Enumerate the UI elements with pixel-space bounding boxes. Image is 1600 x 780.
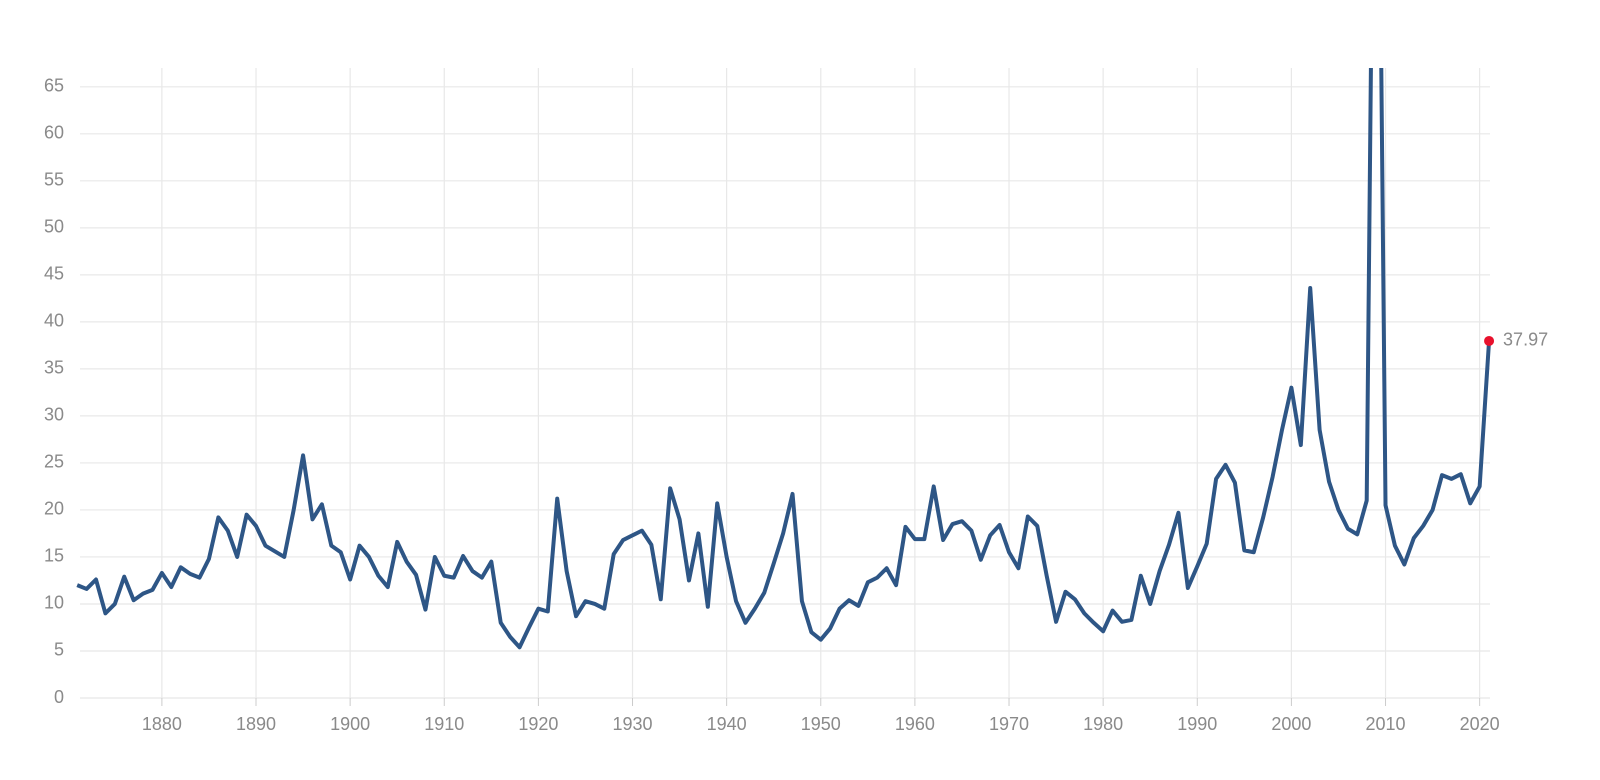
y-tick-label: 20	[44, 499, 64, 519]
line-series	[76, 68, 1492, 650]
y-tick-label: 65	[44, 76, 64, 96]
y-tick-label: 35	[44, 358, 64, 378]
x-tick-label: 1930	[612, 714, 652, 734]
y-tick-label: 10	[44, 593, 64, 613]
y-tick-label: 55	[44, 170, 64, 190]
y-tick-label: 60	[44, 123, 64, 143]
last-point	[1484, 335, 1495, 346]
x-tick-label: 2000	[1271, 714, 1311, 734]
y-tick-label: 0	[54, 687, 64, 707]
x-tick-label: 1880	[142, 714, 182, 734]
x-tick-label: 1980	[1083, 714, 1123, 734]
last-value-label: 37.97	[1503, 330, 1548, 350]
y-tick-label: 5	[54, 640, 64, 660]
x-tick-label: 1970	[989, 714, 1029, 734]
x-tick-label: 1920	[518, 714, 558, 734]
x-tick-label: 1890	[236, 714, 276, 734]
x-tick-label: 2010	[1365, 714, 1405, 734]
x-tick-label: 1990	[1177, 714, 1217, 734]
x-tick-label: 1940	[707, 714, 747, 734]
y-tick-label: 45	[44, 264, 64, 284]
x-tick-label: 1960	[895, 714, 935, 734]
x-tick-label: 1950	[801, 714, 841, 734]
y-tick-label: 50	[44, 217, 64, 237]
y-tick-label: 40	[44, 311, 64, 331]
y-tick-label: 30	[44, 405, 64, 425]
x-tick-label: 2020	[1460, 714, 1500, 734]
x-tick-label: 1900	[330, 714, 370, 734]
x-tick-label: 1910	[424, 714, 464, 734]
y-tick-label: 15	[44, 546, 64, 566]
y-tick-label: 25	[44, 452, 64, 472]
